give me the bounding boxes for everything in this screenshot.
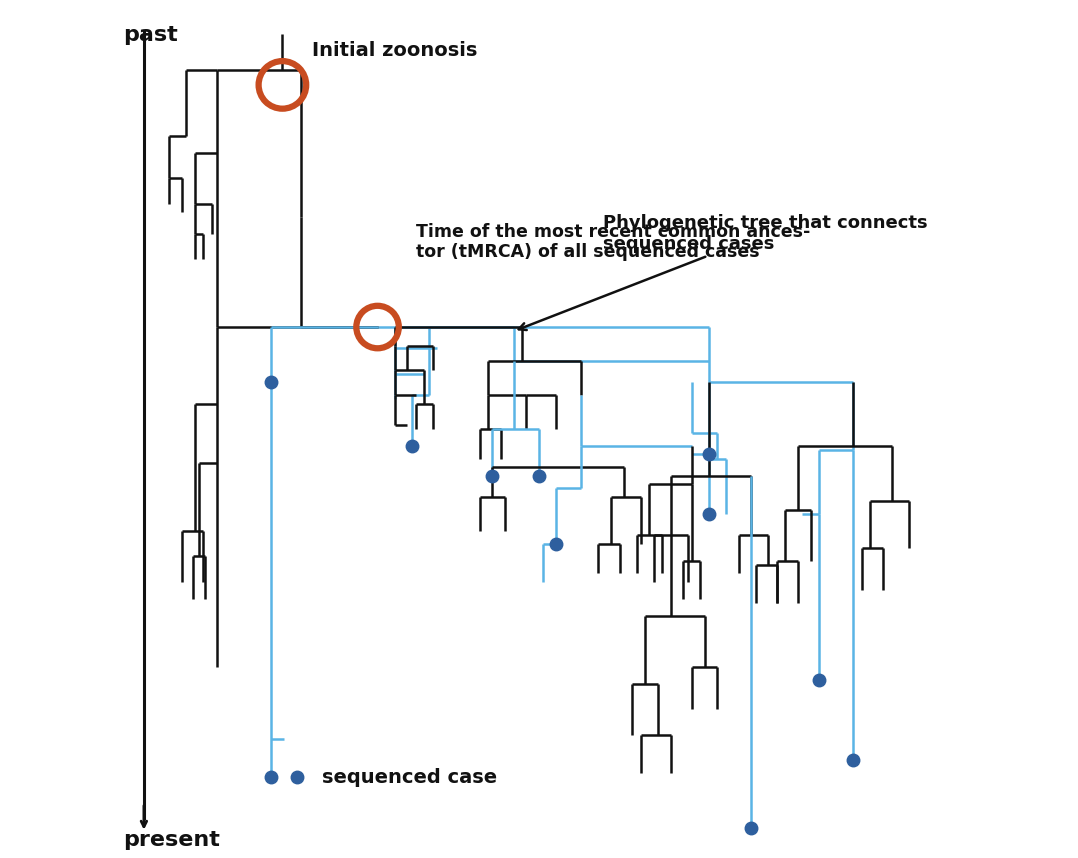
Text: Phylogenetic tree that connects
sequenced cases: Phylogenetic tree that connects sequence…: [519, 214, 927, 330]
Text: present: present: [123, 830, 220, 849]
Text: Initial zoonosis: Initial zoonosis: [313, 41, 478, 60]
Text: sequenced case: sequenced case: [322, 768, 497, 787]
Text: Time of the most recent common ances-
tor (tMRCA) of all sequenced cases: Time of the most recent common ances- to…: [416, 223, 811, 262]
Text: past: past: [123, 26, 178, 45]
